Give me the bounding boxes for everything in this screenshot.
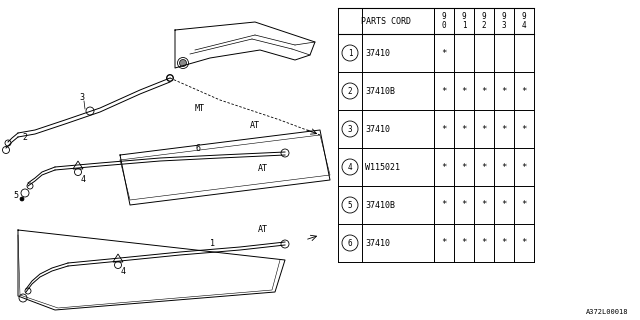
Text: *: * <box>522 124 527 133</box>
Text: 2: 2 <box>348 86 352 95</box>
Text: *: * <box>501 238 507 247</box>
Text: 1: 1 <box>348 49 352 58</box>
Text: *: * <box>481 238 486 247</box>
Text: 9: 9 <box>442 12 446 20</box>
Text: 3: 3 <box>79 92 84 101</box>
Text: *: * <box>461 86 467 95</box>
Text: 6: 6 <box>195 143 200 153</box>
Text: 5: 5 <box>13 191 18 201</box>
Text: 5: 5 <box>348 201 352 210</box>
Text: 3: 3 <box>502 20 506 29</box>
Text: 9: 9 <box>502 12 506 20</box>
Text: *: * <box>501 124 507 133</box>
Text: *: * <box>522 238 527 247</box>
Text: 9: 9 <box>482 12 486 20</box>
Text: *: * <box>481 86 486 95</box>
Text: *: * <box>522 163 527 172</box>
Text: 4: 4 <box>81 174 86 183</box>
Text: 37410: 37410 <box>365 238 390 247</box>
Text: 2: 2 <box>22 132 27 141</box>
Text: AT: AT <box>250 121 260 130</box>
Text: *: * <box>461 163 467 172</box>
Text: *: * <box>481 124 486 133</box>
Text: 37410: 37410 <box>365 49 390 58</box>
Text: 4: 4 <box>348 163 352 172</box>
Text: 1: 1 <box>210 239 215 249</box>
Text: W115021: W115021 <box>365 163 400 172</box>
Text: AT: AT <box>258 164 268 172</box>
Text: *: * <box>442 238 447 247</box>
Text: *: * <box>461 238 467 247</box>
Text: 37410: 37410 <box>365 124 390 133</box>
Text: *: * <box>442 86 447 95</box>
Text: 3: 3 <box>348 124 352 133</box>
Text: *: * <box>501 163 507 172</box>
Text: *: * <box>522 201 527 210</box>
Text: PARTS CORD: PARTS CORD <box>361 17 411 26</box>
Text: 2: 2 <box>482 20 486 29</box>
Text: 37410B: 37410B <box>365 201 395 210</box>
Text: MT: MT <box>195 103 205 113</box>
Circle shape <box>20 197 24 201</box>
Text: *: * <box>442 201 447 210</box>
Text: AT: AT <box>258 226 268 235</box>
Text: *: * <box>481 201 486 210</box>
Text: *: * <box>442 49 447 58</box>
Text: 6: 6 <box>348 238 352 247</box>
Text: 4: 4 <box>522 20 526 29</box>
Text: *: * <box>461 201 467 210</box>
Circle shape <box>179 60 186 67</box>
Text: *: * <box>522 86 527 95</box>
Text: *: * <box>501 201 507 210</box>
Text: *: * <box>461 124 467 133</box>
Text: 4: 4 <box>121 268 126 276</box>
Text: *: * <box>501 86 507 95</box>
Text: *: * <box>442 124 447 133</box>
Text: 1: 1 <box>461 20 467 29</box>
Text: *: * <box>442 163 447 172</box>
Text: 0: 0 <box>442 20 446 29</box>
Text: *: * <box>481 163 486 172</box>
Text: 9: 9 <box>522 12 526 20</box>
Text: A372L00018: A372L00018 <box>586 309 628 315</box>
Text: 37410B: 37410B <box>365 86 395 95</box>
Text: 9: 9 <box>461 12 467 20</box>
